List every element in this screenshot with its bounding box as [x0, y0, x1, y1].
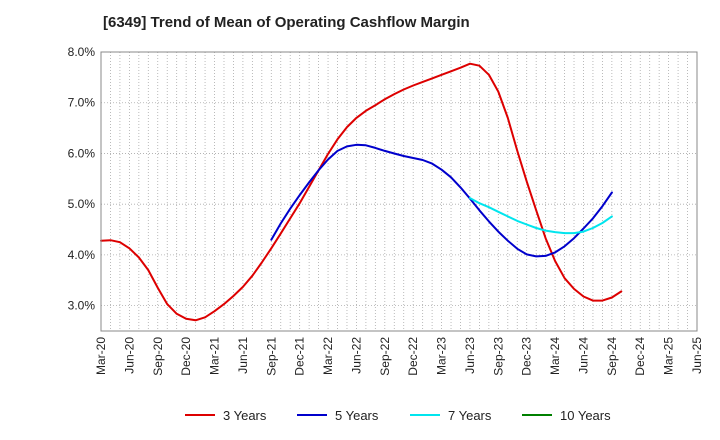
x-tick-label: Dec-23	[520, 337, 534, 376]
legend-label-3-years: 3 Years	[223, 408, 267, 423]
x-tick-label: Jun-20	[122, 337, 136, 374]
x-tick-label: Jun-22	[349, 337, 363, 374]
x-tick-label: Sep-23	[491, 337, 505, 376]
x-tick-label: Jun-24	[576, 337, 590, 374]
x-tick-label: Sep-21	[264, 337, 278, 376]
y-tick-label: 8.0%	[68, 45, 96, 59]
y-tick-label: 7.0%	[68, 96, 96, 110]
x-tick-label: Dec-24	[633, 337, 647, 376]
x-tick-label: Mar-23	[435, 337, 449, 375]
x-tick-label: Dec-21	[293, 337, 307, 376]
x-tick-label: Jun-23	[463, 337, 477, 374]
x-tick-label: Jun-25	[690, 337, 704, 374]
x-tick-label: Dec-20	[179, 337, 193, 376]
series-line-3-years	[100, 62, 623, 322]
y-tick-label: 6.0%	[68, 146, 96, 160]
x-tick-label: Mar-25	[662, 337, 676, 375]
y-tick-label: 4.0%	[68, 248, 96, 262]
x-tick-label: Mar-24	[548, 337, 562, 375]
x-tick-label: Sep-24	[605, 337, 619, 376]
x-tick-label: Mar-21	[208, 337, 222, 375]
chart-title: [6349] Trend of Mean of Operating Cashfl…	[103, 14, 470, 31]
legend-label-7-years: 7 Years	[448, 408, 492, 423]
x-tick-label: Sep-22	[378, 337, 392, 376]
x-tick-label: Mar-22	[321, 337, 335, 375]
series-line-7-years	[469, 197, 613, 235]
y-tick-label: 3.0%	[68, 299, 96, 313]
legend-label-10-years: 10 Years	[560, 408, 611, 423]
x-tick-label: Jun-21	[236, 337, 250, 374]
legend-label-5-years: 5 Years	[335, 408, 379, 423]
y-tick-label: 5.0%	[68, 197, 96, 211]
series-line-5-years	[270, 143, 613, 258]
x-tick-label: Sep-20	[151, 337, 165, 376]
x-tick-label: Mar-20	[94, 337, 108, 375]
plot-area-frame	[100, 51, 698, 332]
x-tick-label: Dec-22	[406, 337, 420, 376]
